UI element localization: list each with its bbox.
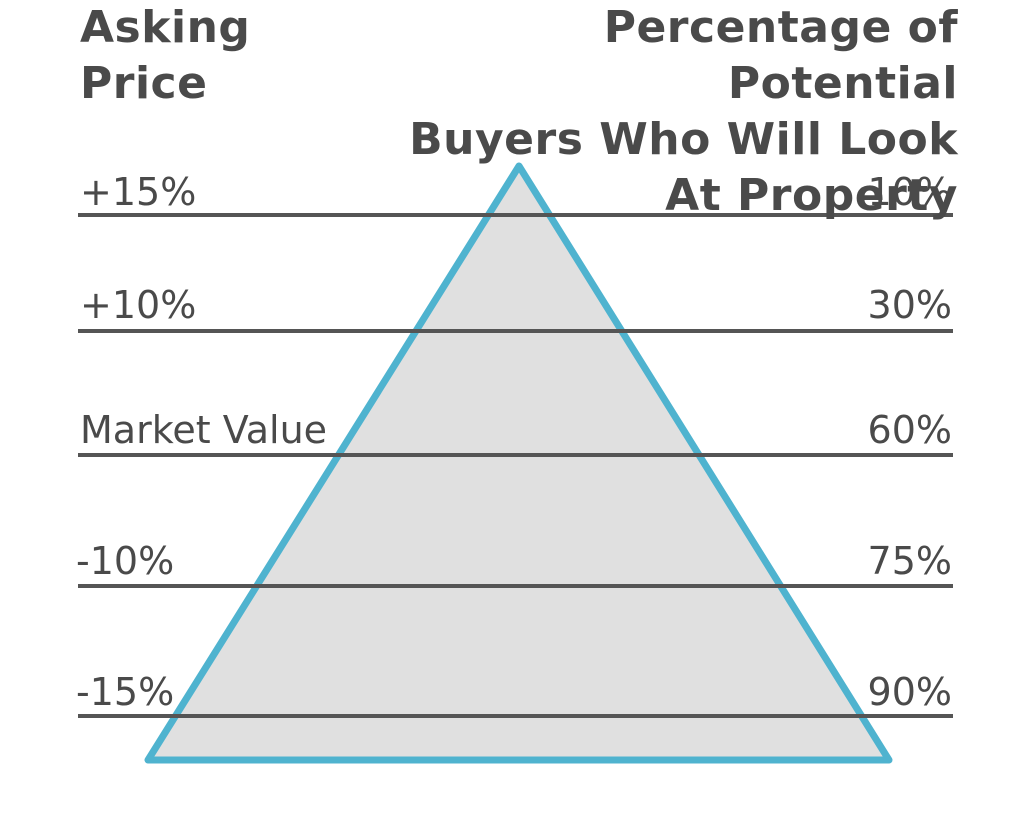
percent-label-row-2: 30% xyxy=(867,283,952,327)
buyers-percentage-header-line3: At Property xyxy=(665,170,958,221)
price-label-row-4: -10% xyxy=(76,539,175,583)
price-label-row-5: -15% xyxy=(76,670,175,714)
percent-label-row-5: 90% xyxy=(867,670,952,714)
buyers-percentage-header-line1: Percentage of Potential xyxy=(603,2,958,109)
percent-label-row-4: 75% xyxy=(867,539,952,583)
asking-price-header-line2: Price xyxy=(80,58,208,109)
percent-label-row-3: 60% xyxy=(867,408,952,452)
price-label-row-3: Market Value xyxy=(80,408,328,452)
pyramid-triangle xyxy=(144,162,893,764)
price-label-row-1: +15% xyxy=(80,170,197,214)
asking-price-header: Asking Price xyxy=(80,0,380,112)
buyers-percentage-header: Percentage of Potential Buyers Who Will … xyxy=(398,0,958,224)
buyers-percentage-header-line2: Buyers Who Will Look xyxy=(409,114,958,165)
percent-label-row-1: 10% xyxy=(867,170,952,214)
price-label-row-2: +10% xyxy=(80,283,197,327)
divider-lines xyxy=(78,213,953,718)
asking-price-header-line1: Asking xyxy=(80,2,251,53)
